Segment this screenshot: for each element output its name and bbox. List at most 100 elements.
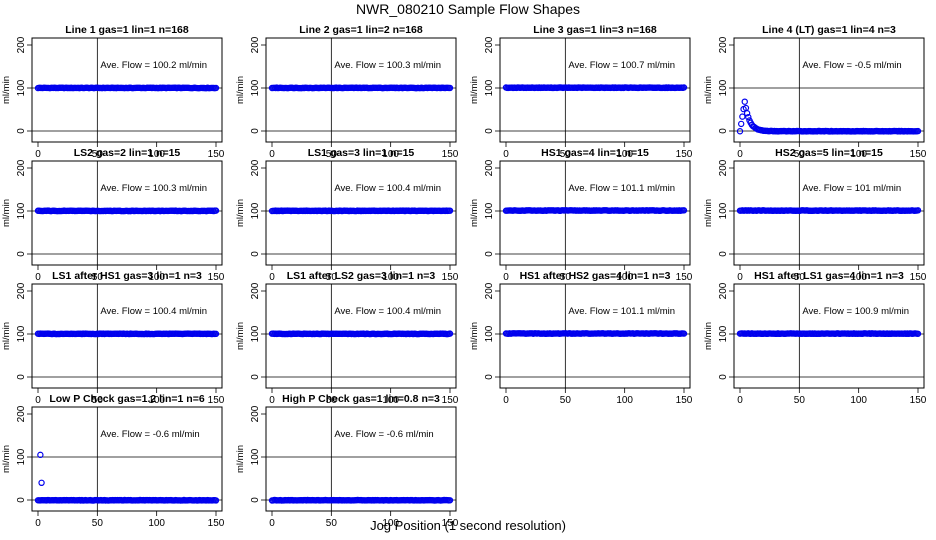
data-point (914, 127, 922, 135)
y-tick-label: 200 (16, 282, 27, 299)
x-tick-label: 100 (148, 395, 165, 406)
x-tick-label: 100 (382, 518, 399, 529)
data-point (446, 497, 454, 504)
x-tick-label: 50 (326, 272, 338, 283)
average-flow-annotation: Ave. Flow = 101.1 ml/min (568, 306, 675, 317)
data-point (745, 113, 752, 121)
panel-14: High P Check gas=1 lin=0.8 n=3 0 50 100 150 0… (235, 393, 459, 529)
x-tick-label: 100 (850, 272, 867, 283)
average-flow-annotation: Ave. Flow = 101 ml/min (802, 183, 901, 194)
data-series (34, 330, 220, 338)
y-tick-label: 100 (484, 202, 495, 219)
panel-title: Low P Check gas=1.2 lin=1 n=6 (49, 393, 204, 405)
plot-frame (733, 160, 925, 266)
y-axis-label: ml/min (703, 322, 714, 350)
x-tick-label: 150 (208, 395, 225, 406)
data-point (680, 84, 688, 91)
x-tick-label: 150 (676, 149, 693, 160)
y-axis-label: ml/min (235, 76, 246, 104)
x-tick-label: 100 (382, 395, 399, 406)
plot-frame (265, 283, 457, 389)
data-point (446, 207, 454, 214)
y-tick-label: 0 (250, 497, 261, 503)
y-tick-label: 0 (718, 128, 729, 134)
panel-title: LS1 gas=3 lin=1 n=15 (308, 147, 415, 159)
y-tick-label: 0 (16, 374, 27, 380)
x-tick-label: 50 (794, 149, 806, 160)
panel-title: LS1 after HS1 gas=3 lin=1 n=3 (52, 270, 202, 282)
x-tick-label: 100 (148, 272, 165, 283)
y-tick-label: 200 (718, 159, 729, 176)
x-tick-label: 150 (208, 149, 225, 160)
average-flow-annotation: Ave. Flow = -0.6 ml/min (100, 429, 199, 440)
average-flow-annotation: Ave. Flow = 100.3 ml/min (100, 183, 207, 194)
panel-title: HS1 gas=4 lin=1 n=15 (541, 147, 649, 159)
data-series (736, 330, 922, 338)
y-tick-label: 100 (250, 448, 261, 465)
data-point (446, 84, 454, 92)
x-tick-label: 0 (269, 272, 275, 283)
x-tick-label: 100 (148, 149, 165, 160)
data-point (743, 110, 751, 117)
panel-5: LS2 gas=2 lin=1 n=15 0 50 100 150 0 100 200 ml/m… (1, 147, 225, 283)
y-tick-label: 100 (484, 325, 495, 342)
x-tick-label: 50 (560, 272, 572, 283)
y-tick-label: 200 (250, 36, 261, 53)
panel-2: Line 2 gas=1 lin=2 n=168 0 50 100 150 0 100 200… (235, 24, 459, 160)
panel-7: HS1 gas=4 lin=1 n=15 0 50 100 150 0 100 200 ml/m… (469, 147, 693, 283)
data-point (212, 497, 220, 504)
y-axis-label: ml/min (703, 199, 714, 227)
y-tick-label: 100 (16, 325, 27, 342)
x-tick-label: 50 (92, 395, 104, 406)
plot-frame (499, 37, 691, 143)
panel-11: HS1 after HS2 gas=4 lin=1 n=3 0 50 100 150 0 1… (469, 270, 693, 406)
x-tick-label: 0 (737, 149, 743, 160)
y-tick-label: 100 (16, 79, 27, 96)
panel-13: Low P Check gas=1.2 lin=1 n=6 0 50 100 150 0 1… (1, 393, 225, 529)
y-tick-label: 200 (718, 282, 729, 299)
y-tick-label: 0 (484, 251, 495, 257)
figure-title: NWR_080210 Sample Flow Shapes (355, 1, 581, 17)
panel-title: LS1 after LS2 gas=3 lin=1 n=3 (287, 270, 436, 282)
data-series (736, 207, 922, 215)
average-flow-annotation: Ave. Flow = 100.9 ml/min (802, 306, 909, 317)
y-axis-label: ml/min (1, 445, 12, 473)
y-tick-label: 0 (484, 374, 495, 380)
x-tick-label: 0 (269, 395, 275, 406)
data-point (914, 330, 922, 337)
data-series (268, 207, 454, 215)
x-tick-label: 0 (35, 272, 41, 283)
x-tick-label: 50 (560, 149, 572, 160)
y-tick-label: 200 (484, 282, 495, 299)
plot-frame (499, 283, 691, 389)
x-tick-label: 0 (503, 395, 509, 406)
panel-title: Line 2 gas=1 lin=2 n=168 (299, 24, 423, 36)
plot-frame (265, 406, 457, 512)
panel-title: LS2 gas=2 lin=1 n=15 (74, 147, 181, 159)
x-tick-label: 0 (269, 149, 275, 160)
data-point (680, 207, 688, 214)
panel-9: LS1 after HS1 gas=3 lin=1 n=3 0 50 100 150 0 1… (1, 270, 225, 406)
x-tick-label: 150 (676, 272, 693, 283)
x-tick-label: 150 (910, 395, 927, 406)
data-point (446, 330, 454, 337)
y-axis-label: ml/min (1, 322, 12, 350)
y-tick-label: 100 (718, 202, 729, 219)
y-tick-label: 200 (718, 36, 729, 53)
panel-8: HS2 gas=5 lin=1 n=15 0 50 100 150 0 100 200 ml/m… (703, 147, 927, 283)
panel-12: HS1 after LS1 gas=4 lin=1 n=3 0 50 100 150 0 1… (703, 270, 927, 406)
y-tick-label: 0 (250, 374, 261, 380)
x-tick-label: 0 (35, 149, 41, 160)
data-series (268, 496, 454, 504)
data-series (34, 207, 220, 215)
data-point (739, 113, 746, 120)
x-tick-label: 50 (794, 395, 806, 406)
y-tick-label: 0 (16, 128, 27, 134)
data-series (502, 330, 688, 337)
panel-title: Line 1 gas=1 lin=1 n=168 (65, 24, 189, 36)
y-axis-label: ml/min (469, 76, 480, 104)
x-tick-label: 150 (910, 149, 927, 160)
y-axis-label: ml/min (469, 199, 480, 227)
x-tick-label: 100 (850, 149, 867, 160)
x-tick-label: 100 (148, 518, 165, 529)
